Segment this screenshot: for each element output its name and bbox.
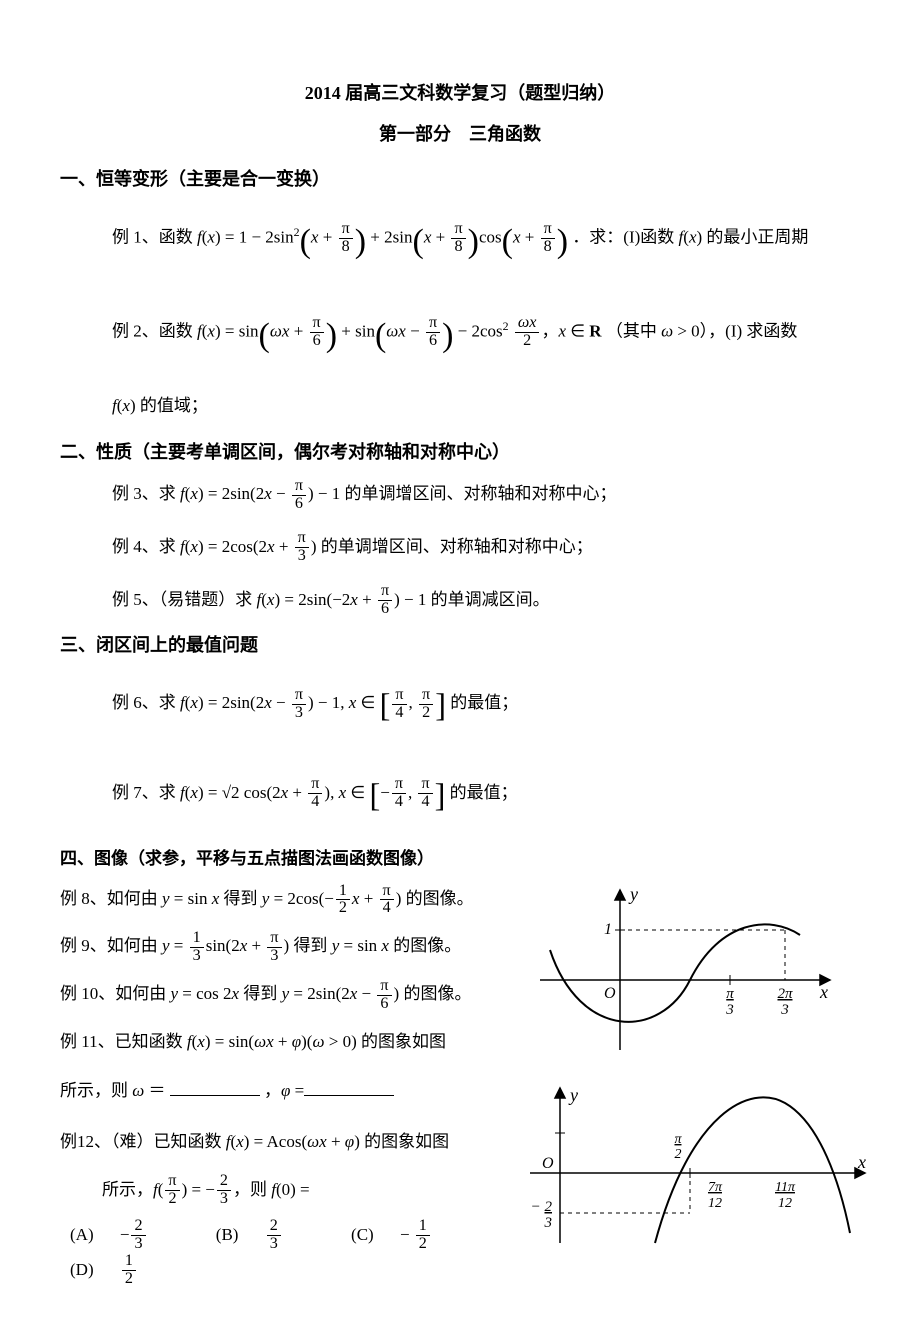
- doc-subtitle: 第一部分 三角函数: [60, 121, 860, 148]
- svg-text:2π: 2π: [777, 986, 793, 1002]
- ex3-post: 的单调增区间、对称轴和对称中心；: [345, 484, 617, 503]
- svg-text:12: 12: [708, 1196, 722, 1211]
- ex11-a: 例 11、已知函数 f(x) = sin(ωx + φ)(ω > 0) 的图象如…: [60, 1032, 446, 1051]
- section-4-heading: 四、图像（求参，平移与五点描图法画函数图像）: [60, 846, 860, 872]
- ex9-mid: 得到 y = sin x 的图像。: [293, 936, 461, 955]
- example-4: 例 4、求 f(x) = 2cos(2x + π3) 的单调增区间、对称轴和对称…: [112, 527, 860, 568]
- svg-text:2: 2: [675, 1147, 682, 1162]
- ex5-pre: 例 5、（易错题）求: [112, 590, 257, 609]
- figures: y x 1 O π 3 2π 3: [520, 880, 860, 1261]
- ex7-pre: 例 7、求: [112, 783, 180, 802]
- fig1-y-label: y: [628, 884, 638, 904]
- ex7-post: 的最值；: [450, 783, 518, 802]
- ex6-pre: 例 6、求: [112, 693, 180, 712]
- fig2-O: O: [542, 1155, 554, 1172]
- svg-text:12: 12: [778, 1196, 792, 1211]
- ex1-post: ．求：(I)函数 f(x) 的最小正周期: [572, 227, 808, 246]
- fig2-y-label: y: [568, 1085, 578, 1105]
- example-2: 例 2、函数 f(x) = sin(ωx + π6) + sin(ωx − π6…: [112, 295, 860, 427]
- page: 2014 届高三文科数学复习（题型归纳） 第一部分 三角函数 一、恒等变形（主要…: [0, 0, 920, 1328]
- option-c: (C) − 12: [351, 1225, 474, 1244]
- ex4-post: 的单调增区间、对称轴和对称中心；: [321, 537, 593, 556]
- ex1-pre: 例 1、函数: [112, 227, 197, 246]
- example-9: 例 9、如何由 y = 13sin(2x + π3) 得到 y = sin x …: [60, 927, 520, 965]
- fig1-one: 1: [604, 921, 612, 938]
- ex2-tail: f(x) 的值域；: [112, 396, 208, 415]
- ex9-pre: 例 9、如何由: [60, 936, 162, 955]
- ex12-a: 例12、（难）已知函数 f(x) = Acos(ωx + φ) 的图象如图: [60, 1132, 449, 1151]
- svg-text:π: π: [674, 1132, 682, 1147]
- ex6-post: 的最值；: [450, 693, 518, 712]
- ex12-b: 所示，f(π2) = −23，则 f(0) =: [102, 1180, 310, 1199]
- example-12: 例12、（难）已知函数 f(x) = Acos(ωx + φ) 的图象如图 所示…: [60, 1123, 520, 1208]
- example-11: 例 11、已知函数 f(x) = sin(ωx + φ)(ω > 0) 的图象如…: [60, 1023, 520, 1110]
- ex4-pre: 例 4、求: [112, 537, 180, 556]
- fig1-O: O: [604, 985, 616, 1002]
- option-b: (B) 23: [216, 1225, 325, 1244]
- fig1-x-label: x: [819, 982, 828, 1002]
- ex10-pre: 例 10、如何由 y = cos 2x 得到: [60, 984, 282, 1003]
- svg-text:11π: 11π: [775, 1180, 796, 1195]
- figure-2: y x O π 2 7π 12 11π 12 − 2 3: [520, 1073, 880, 1253]
- example-5: 例 5、（易错题）求 f(x) = 2sin(−2x + π6) − 1 的单调…: [112, 580, 860, 621]
- example-6: 例 6、求 f(x) = 2sin(2x − π3) − 1, x ∈ [π4,…: [112, 667, 860, 745]
- example-1: 例 1、函数 f(x) = 1 − 2sin2(x + π8) + 2sin(x…: [112, 201, 860, 283]
- svg-text:7π: 7π: [708, 1180, 723, 1195]
- svg-text:π: π: [726, 986, 734, 1002]
- ex10-post: 的图像。: [403, 984, 471, 1003]
- svg-text:3: 3: [544, 1215, 553, 1231]
- fig2-x-label: x: [857, 1152, 866, 1172]
- blank-omega: [170, 1078, 260, 1096]
- section-3-heading: 三、闭区间上的最值问题: [60, 632, 860, 659]
- option-d: (D) 12: [70, 1260, 180, 1279]
- figure-1: y x 1 O π 3 2π 3: [520, 880, 850, 1060]
- ex2-mid: （其中 ω > 0），(I) 求函数: [606, 321, 798, 340]
- svg-text:3: 3: [780, 1002, 789, 1018]
- blank-phi: [304, 1078, 394, 1096]
- ex11-c: ，φ =: [264, 1081, 304, 1100]
- example-10: 例 10、如何由 y = cos 2x 得到 y = 2sin(2x − π6)…: [60, 975, 520, 1013]
- section-4-body: y x 1 O π 3 2π 3: [60, 880, 860, 1288]
- option-a: (A) −23: [70, 1225, 190, 1244]
- svg-text:3: 3: [725, 1002, 734, 1018]
- example-3: 例 3、求 f(x) = 2sin(2x − π6) − 1 的单调增区间、对称…: [112, 474, 860, 515]
- ex8-post: 的图像。: [406, 889, 474, 908]
- ex8-pre: 例 8、如何由 y = sin x 得到: [60, 889, 262, 908]
- example-8: 例 8、如何由 y = sin x 得到 y = 2cos(−12x + π4)…: [60, 880, 520, 918]
- svg-text:− 2: − 2: [531, 1199, 553, 1215]
- ex2-pre: 例 2、函数: [112, 321, 197, 340]
- example-7: 例 7、求 f(x) = √2 cos(2x + π4), x ∈ [−π4, …: [112, 757, 860, 835]
- ex5-post: 的单调减区间。: [431, 590, 550, 609]
- answer-options: (A) −23 (B) 23 (C) − 12 (D) 12: [70, 1218, 520, 1288]
- doc-title: 2014 届高三文科数学复习（题型归纳）: [60, 80, 860, 107]
- section-2-heading: 二、性质（主要考单调区间，偶尔考对称轴和对称中心）: [60, 439, 860, 466]
- ex3-pre: 例 3、求: [112, 484, 180, 503]
- ex11-b: 所示，则 ω ＝: [60, 1081, 170, 1100]
- section-1-heading: 一、恒等变形（主要是合一变换）: [60, 166, 860, 193]
